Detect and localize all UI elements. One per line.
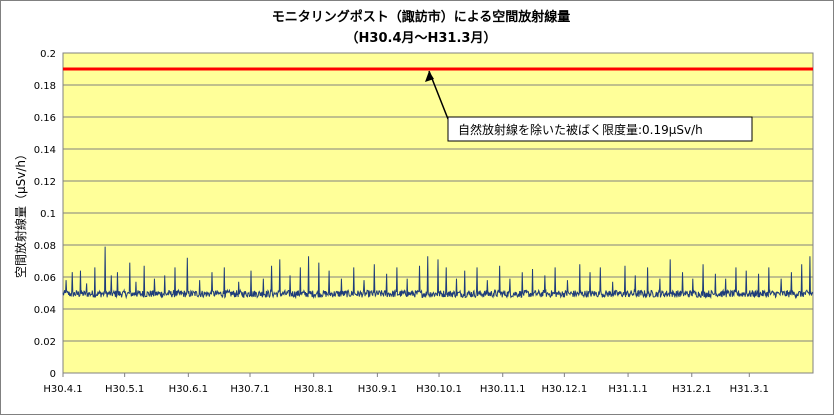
x-tick-label: H30.11.1	[480, 384, 526, 395]
series-layer	[62, 246, 814, 300]
y-tick-label: 0.02	[34, 337, 56, 348]
x-tick-label: H30.5.1	[105, 384, 144, 395]
y-tick-label: 0.16	[34, 113, 56, 124]
y-tick-label: 0.08	[34, 241, 56, 252]
x-tick-label: H30.12.1	[542, 384, 588, 395]
y-axis-ticks: 0 0.02 0.04 0.06 0.08 0.1 0.12 0.14 0.16 0.18 0.2	[34, 49, 56, 380]
x-tick-label: H31.1.1	[608, 384, 647, 395]
y-tick-label: 0.04	[34, 305, 56, 316]
x-tick-label: H31.2.1	[672, 384, 711, 395]
y-tick-label: 0.1	[40, 209, 56, 220]
y-tick-label: 0.06	[34, 273, 56, 284]
y-tick-label: 0	[50, 369, 56, 380]
y-axis-title: 空間放射線量（μSv/h）	[13, 148, 28, 278]
series-line	[62, 246, 814, 300]
x-tick-label: H30.4.1	[43, 384, 82, 395]
y-tick-label: 0.14	[34, 145, 56, 156]
chart-title: モニタリングポスト（諏訪市）による空間放射線量	[272, 9, 571, 25]
x-tick-label: H30.9.1	[358, 384, 397, 395]
x-axis-ticks: H30.4.1 H30.5.1 H30.6.1 H30.7.1 H30.8.1 H30.9…	[43, 373, 769, 395]
y-tick-label: 0.18	[34, 81, 56, 92]
x-tick-label: H31.3.1	[730, 384, 769, 395]
x-tick-label: H30.8.1	[294, 384, 333, 395]
x-tick-label: H30.7.1	[230, 384, 269, 395]
x-tick-label: H30.10.1	[416, 384, 462, 395]
annotation-arrowhead	[425, 71, 434, 82]
x-tick-label: H30.6.1	[169, 384, 208, 395]
annotation-callout: 自然放射線を除いた被ばく限度量:0.19μSv/h	[425, 70, 753, 142]
gridlines	[62, 52, 814, 374]
annotation-box	[447, 116, 753, 142]
annotation-text: 自然放射線を除いた被ばく限度量:0.19μSv/h	[458, 122, 703, 137]
y-tick-label: 0.12	[34, 177, 56, 188]
plot-border	[62, 52, 814, 374]
chart-subtitle: （H30.4月～H31.3月）	[346, 30, 497, 46]
y-tick-label: 0.2	[40, 49, 56, 60]
